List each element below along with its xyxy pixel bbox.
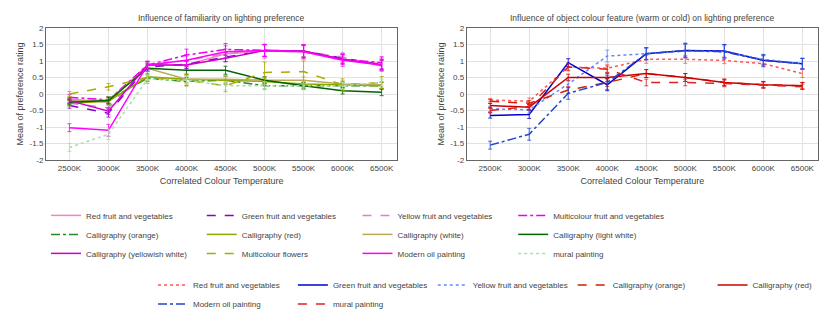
svg-text:2: 2 <box>460 24 465 33</box>
svg-text:-2: -2 <box>36 156 44 165</box>
svg-text:1.5: 1.5 <box>32 40 44 49</box>
svg-text:3500K: 3500K <box>136 164 160 173</box>
svg-text:4500K: 4500K <box>635 164 659 173</box>
svg-text:Calligraphy (red): Calligraphy (red) <box>242 231 301 240</box>
svg-text:Multicolour fruit and vegetabl: Multicolour fruit and vegetables <box>553 212 664 221</box>
svg-text:5500K: 5500K <box>713 164 737 173</box>
svg-text:-1.5: -1.5 <box>30 139 44 148</box>
svg-text:3000K: 3000K <box>518 164 542 173</box>
svg-text:-0.5: -0.5 <box>450 106 464 115</box>
svg-text:1.5: 1.5 <box>453 40 465 49</box>
svg-text:4000K: 4000K <box>596 164 620 173</box>
svg-text:6000K: 6000K <box>752 164 776 173</box>
svg-text:Mean of preference rating: Mean of preference rating <box>436 42 446 145</box>
svg-text:1: 1 <box>460 57 465 66</box>
svg-text:Yellow fruit and vegetables: Yellow fruit and vegetables <box>397 212 492 221</box>
svg-text:mural painting: mural painting <box>553 250 603 259</box>
svg-text:-1: -1 <box>457 123 465 132</box>
svg-text:6500K: 6500K <box>370 164 394 173</box>
svg-text:Red fruit and vegetables: Red fruit and vegetables <box>86 212 173 221</box>
svg-text:2500K: 2500K <box>479 164 503 173</box>
svg-text:Influence of object colour fea: Influence of object colour feature (warm… <box>510 13 774 23</box>
svg-text:1: 1 <box>39 57 44 66</box>
svg-text:4000K: 4000K <box>175 164 199 173</box>
svg-text:Correlated Colour Temperature: Correlated Colour Temperature <box>580 176 704 186</box>
svg-text:5500K: 5500K <box>292 164 316 173</box>
svg-text:5000K: 5000K <box>674 164 698 173</box>
svg-text:0: 0 <box>460 90 465 99</box>
svg-text:3500K: 3500K <box>557 164 581 173</box>
svg-text:Modern oil painting: Modern oil painting <box>193 300 261 309</box>
svg-text:Multicolour flowers: Multicolour flowers <box>242 250 308 259</box>
svg-text:3000K: 3000K <box>97 164 121 173</box>
svg-text:Calligraphy (orange): Calligraphy (orange) <box>86 231 159 240</box>
svg-text:5000K: 5000K <box>253 164 277 173</box>
svg-text:Calligraphy (white): Calligraphy (white) <box>397 231 464 240</box>
svg-text:6000K: 6000K <box>331 164 355 173</box>
svg-text:Modern oil painting: Modern oil painting <box>397 250 465 259</box>
svg-text:-0.5: -0.5 <box>30 106 44 115</box>
svg-text:mural painting: mural painting <box>333 300 383 309</box>
svg-text:-1: -1 <box>36 123 44 132</box>
svg-text:Mean of preference rating: Mean of preference rating <box>15 42 25 145</box>
svg-text:-2: -2 <box>457 156 465 165</box>
svg-text:Calligraphy (light white): Calligraphy (light white) <box>553 231 636 240</box>
svg-text:-1.5: -1.5 <box>450 139 464 148</box>
svg-text:Correlated Colour Temperature: Correlated Colour Temperature <box>160 176 284 186</box>
svg-text:2: 2 <box>39 24 44 33</box>
svg-text:Green fruit and vegetables: Green fruit and vegetables <box>242 212 336 221</box>
svg-text:0.5: 0.5 <box>32 73 44 82</box>
svg-text:4500K: 4500K <box>214 164 238 173</box>
svg-text:Yellow fruit and vegetables: Yellow fruit and vegetables <box>473 281 568 290</box>
svg-text:Calligraphy (yellowish white): Calligraphy (yellowish white) <box>86 250 187 259</box>
svg-text:Calligraphy (red): Calligraphy (red) <box>753 281 812 290</box>
svg-text:Green fruit and vegetables: Green fruit and vegetables <box>333 281 427 290</box>
svg-text:6500K: 6500K <box>791 164 815 173</box>
svg-text:Influence of familiarity on li: Influence of familiarity on lighting pre… <box>138 13 305 23</box>
svg-text:2500K: 2500K <box>58 164 82 173</box>
svg-text:0.5: 0.5 <box>453 73 465 82</box>
svg-text:Red fruit and vegetables: Red fruit and vegetables <box>193 281 280 290</box>
svg-text:0: 0 <box>39 90 44 99</box>
svg-text:Calligraphy (orange): Calligraphy (orange) <box>613 281 686 290</box>
